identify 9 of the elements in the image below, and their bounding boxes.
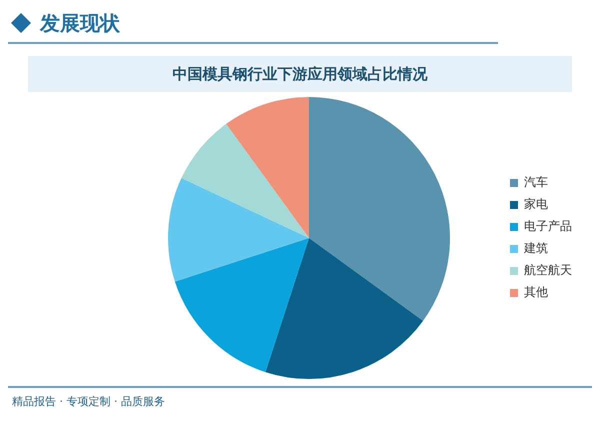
legend-label: 建筑: [523, 241, 548, 256]
text: 发展现状: [40, 10, 120, 36]
legend-label: 其他: [524, 285, 548, 300]
legend-label: 电子产品: [524, 219, 572, 234]
text: 精品报告 · 专项定制 · 品质服务: [12, 394, 166, 409]
legend-label: 汽车: [524, 175, 548, 190]
chart-title: 中国模具钢行业下游应用领域占比情况: [28, 56, 572, 92]
legend-label: 家电: [524, 197, 548, 212]
legend-label: 航空航天: [524, 263, 572, 278]
